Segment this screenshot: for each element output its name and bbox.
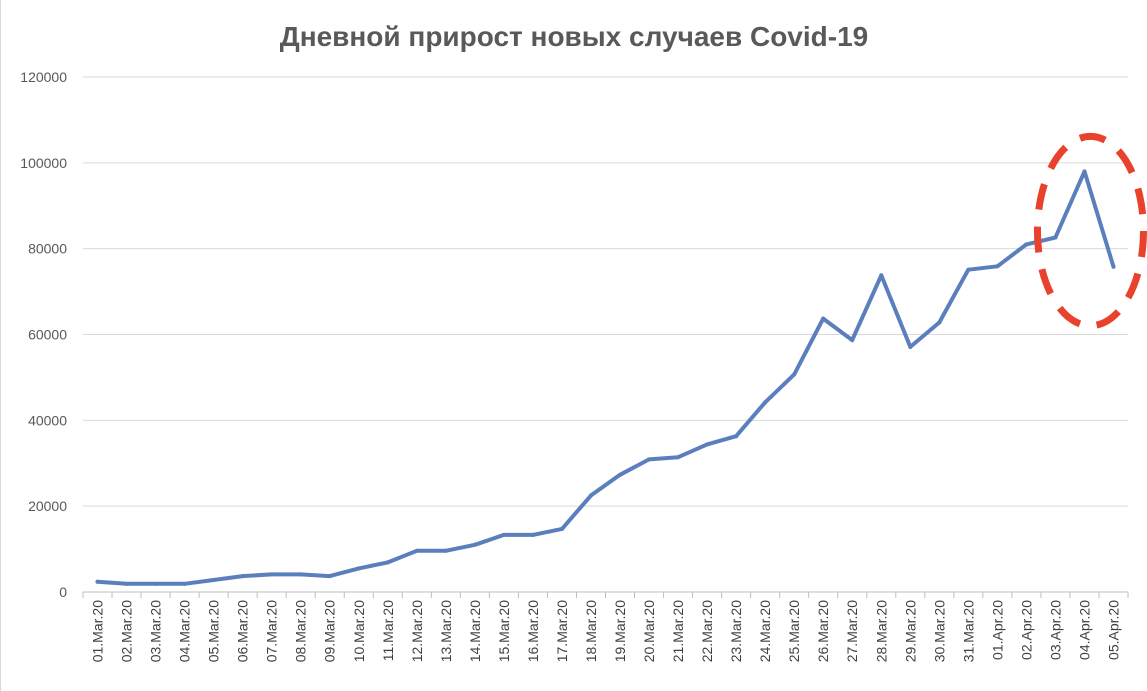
data-point [647, 457, 652, 462]
data-point [182, 581, 187, 586]
x-tick-label: 10.Mar.20 [351, 600, 367, 662]
data-point [763, 400, 768, 405]
x-tick-label: 12.Mar.20 [409, 600, 425, 662]
highlight-ellipse [1033, 132, 1147, 330]
data-point [472, 542, 477, 547]
x-tick-label: 02.Apr.20 [1018, 600, 1034, 660]
x-tick-label: 04.Mar.20 [177, 600, 193, 662]
series-line [95, 169, 1116, 586]
data-point [327, 574, 332, 579]
x-tick-label: 01.Apr.20 [989, 600, 1005, 660]
x-tick-label: 29.Mar.20 [902, 600, 918, 662]
data-point [908, 344, 913, 349]
data-point [385, 560, 390, 565]
x-tick-label: 31.Mar.20 [960, 600, 976, 662]
data-point [530, 532, 535, 537]
x-tick-label: 03.Apr.20 [1047, 600, 1063, 660]
x-tick-label: 07.Mar.20 [264, 600, 280, 662]
x-tick-label: 13.Mar.20 [438, 600, 454, 662]
y-tick-label: 120000 [20, 69, 67, 85]
data-point [995, 264, 1000, 269]
x-tick-label: 24.Mar.20 [757, 600, 773, 662]
data-point [443, 548, 448, 553]
gridlines [83, 76, 1128, 593]
x-tick-label: 08.Mar.20 [293, 600, 309, 662]
data-point [1111, 264, 1116, 269]
x-tick-label: 01.Mar.20 [90, 600, 106, 662]
data-point [1053, 235, 1058, 240]
data-point [850, 338, 855, 343]
data-point [879, 273, 884, 278]
data-point [269, 572, 274, 577]
x-tick-label: 20.Mar.20 [641, 600, 657, 662]
x-tick-label: 22.Mar.20 [699, 600, 715, 662]
x-tick-label: 09.Mar.20 [322, 600, 338, 662]
data-point [705, 442, 710, 447]
annotation-layer [1033, 132, 1147, 330]
data-point [414, 548, 419, 553]
x-tick-label: 16.Mar.20 [525, 600, 541, 662]
y-tick-label: 40000 [28, 412, 67, 428]
x-tick-label: 05.Mar.20 [206, 600, 222, 662]
chart-title: Дневной прирост новых случаев Covid-19 [280, 21, 868, 52]
x-tick-label: 14.Mar.20 [467, 600, 483, 662]
x-tick-label: 18.Mar.20 [583, 600, 599, 662]
data-point [792, 372, 797, 377]
data-point [211, 577, 216, 582]
x-tick-label: 02.Mar.20 [119, 600, 135, 662]
x-tick-label: 03.Mar.20 [148, 600, 164, 662]
x-tick-label: 04.Apr.20 [1076, 600, 1092, 660]
x-tick-label: 25.Mar.20 [786, 600, 802, 662]
x-tick-label: 17.Mar.20 [554, 600, 570, 662]
data-point [1082, 169, 1087, 174]
x-tick-label: 06.Mar.20 [235, 600, 251, 662]
y-tick-label: 0 [59, 584, 67, 600]
data-point [501, 532, 506, 537]
data-point [618, 472, 623, 477]
data-point [95, 579, 100, 584]
series-layer [95, 169, 1116, 586]
y-tick-label: 100000 [20, 155, 67, 171]
data-point [124, 581, 129, 586]
data-point [588, 493, 593, 498]
x-tick-label: 21.Mar.20 [670, 600, 686, 662]
data-point [153, 581, 158, 586]
data-point [734, 434, 739, 439]
x-tick-label: 15.Mar.20 [496, 600, 512, 662]
y-tick-label: 80000 [28, 241, 67, 257]
x-tick-label: 26.Mar.20 [815, 600, 831, 662]
y-tick-label: 20000 [28, 498, 67, 514]
data-point [966, 267, 971, 272]
data-point [676, 455, 681, 460]
x-tick-label: 23.Mar.20 [728, 600, 744, 662]
x-tick-label: 30.Mar.20 [931, 600, 947, 662]
x-tick-label: 11.Mar.20 [380, 600, 396, 661]
data-point [821, 316, 826, 321]
x-tick-label: 27.Mar.20 [844, 600, 860, 662]
data-point [937, 320, 942, 325]
x-tick-label: 19.Mar.20 [612, 600, 628, 662]
y-axis-ticks: 0 20000 40000 60000 80000 100000 120000 [20, 69, 67, 600]
data-point [356, 566, 361, 571]
data-point [559, 526, 564, 531]
x-tick-label: 28.Mar.20 [873, 600, 889, 662]
data-point [240, 574, 245, 579]
x-axis-ticks: 01.Mar.20 02.Mar.20 03.Mar.20 04.Mar.20 05.M… [82, 592, 1129, 662]
data-point [1024, 242, 1029, 247]
data-point [298, 572, 303, 577]
x-tick-label: 05.Apr.20 [1105, 600, 1121, 660]
y-tick-label: 60000 [28, 327, 67, 343]
